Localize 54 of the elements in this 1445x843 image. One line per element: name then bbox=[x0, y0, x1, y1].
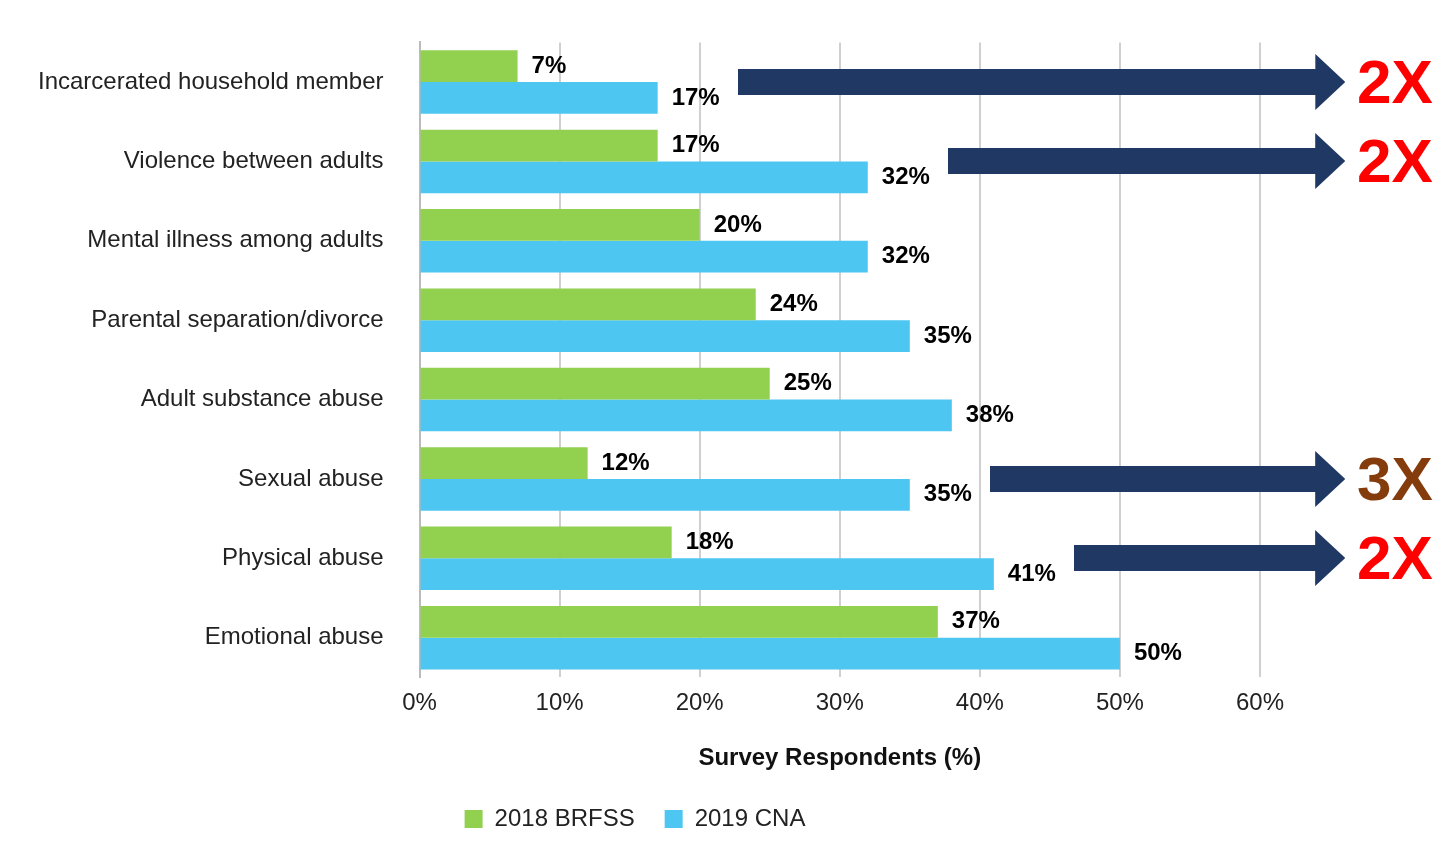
data-label: 20% bbox=[713, 209, 762, 237]
data-label: 32% bbox=[881, 241, 930, 269]
x-tick-label: 30% bbox=[815, 688, 864, 716]
bar bbox=[420, 367, 770, 400]
bar bbox=[420, 637, 1120, 670]
bar bbox=[420, 526, 672, 559]
text: 2X bbox=[1357, 125, 1433, 198]
bar bbox=[420, 82, 658, 114]
x-axis-title: Survey Respondents (%) bbox=[698, 743, 982, 771]
text: 3X bbox=[1357, 442, 1433, 515]
data-label: 7% bbox=[531, 50, 567, 78]
data-label: 12% bbox=[601, 447, 650, 475]
bar bbox=[420, 240, 868, 273]
legend-label: 2018 BRFSS bbox=[494, 803, 635, 831]
y-tick-label: Violence between adults bbox=[123, 146, 384, 174]
data-label: 35% bbox=[923, 479, 972, 507]
x-tick-label: 40% bbox=[955, 688, 1004, 716]
y-tick-label: Adult substance abuse bbox=[140, 384, 384, 412]
data-label: 25% bbox=[783, 368, 832, 396]
y-tick-label: Physical abuse bbox=[222, 542, 384, 570]
x-tick-label: 10% bbox=[535, 688, 584, 716]
data-label: 50% bbox=[1133, 638, 1182, 666]
x-tick-label: 50% bbox=[1095, 688, 1144, 716]
data-label: 18% bbox=[685, 527, 734, 555]
bar bbox=[420, 478, 910, 511]
legend-label: 2019 CNA bbox=[694, 803, 806, 831]
bar bbox=[420, 447, 588, 479]
y-tick-label: Mental illness among adults bbox=[87, 225, 384, 253]
bar bbox=[420, 558, 994, 591]
data-label: 41% bbox=[1007, 558, 1056, 586]
data-label: 38% bbox=[965, 400, 1014, 428]
data-label: 17% bbox=[671, 130, 720, 158]
x-tick-label: 20% bbox=[675, 688, 724, 716]
x-tick-label: 60% bbox=[1235, 688, 1285, 716]
y-tick-label: Emotional abuse bbox=[204, 622, 384, 650]
text: 2X bbox=[1357, 46, 1433, 119]
data-label: 17% bbox=[671, 82, 720, 110]
data-label: 37% bbox=[951, 606, 1000, 634]
text: 2X bbox=[1357, 522, 1433, 595]
y-tick-label: Parental separation/divorce bbox=[91, 304, 384, 332]
bar bbox=[420, 605, 938, 638]
bar bbox=[420, 399, 952, 432]
bar bbox=[420, 320, 910, 352]
bar bbox=[420, 129, 658, 162]
bar bbox=[420, 50, 518, 83]
bar bbox=[420, 161, 868, 194]
data-label: 35% bbox=[923, 320, 972, 348]
data-label: 32% bbox=[881, 161, 930, 189]
bar bbox=[420, 288, 756, 321]
bar bbox=[420, 209, 700, 241]
y-tick-label: Sexual abuse bbox=[238, 463, 384, 491]
x-tick-label: 0% bbox=[402, 688, 437, 716]
data-label: 24% bbox=[769, 288, 818, 316]
y-tick-label: Incarcerated household member bbox=[38, 66, 384, 94]
